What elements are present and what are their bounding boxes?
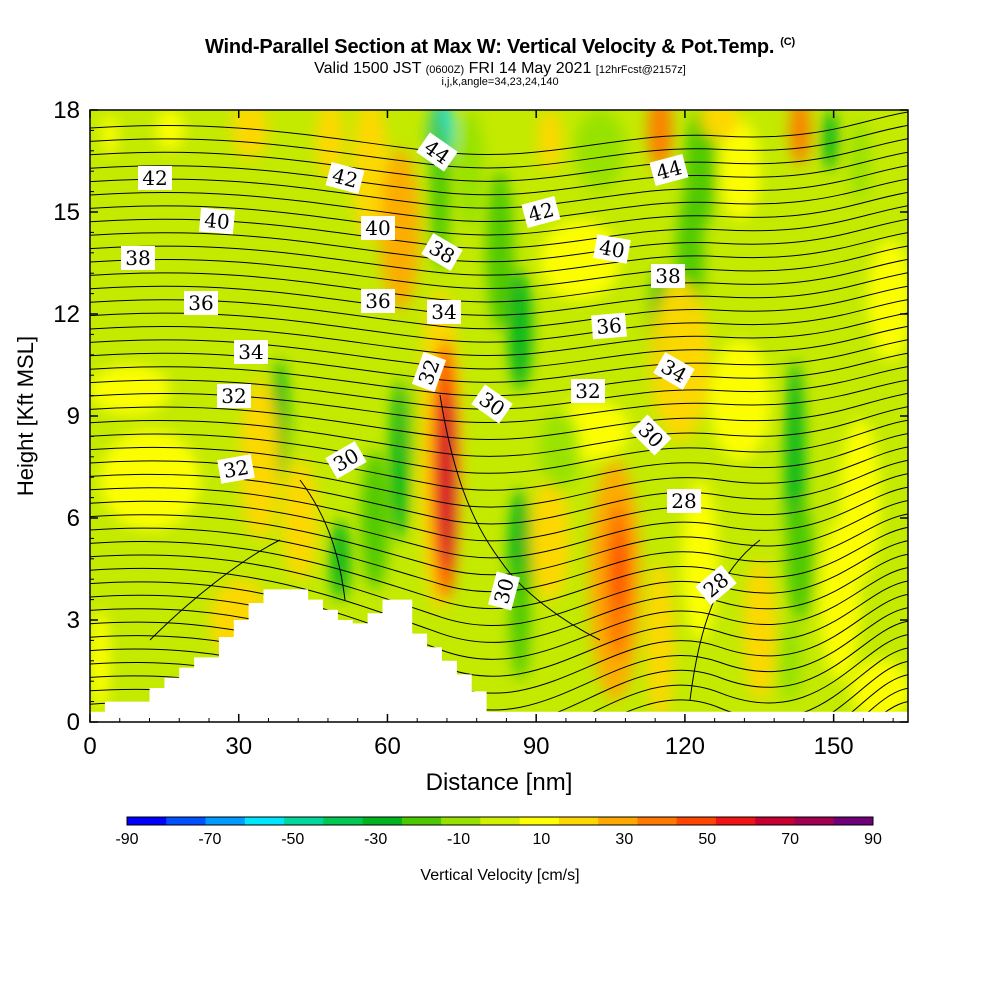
svg-text:40: 40 xyxy=(597,235,626,263)
y-tick-label: 12 xyxy=(53,301,80,328)
x-tick-label: 30 xyxy=(225,733,252,760)
contour-label: 42 xyxy=(138,166,172,190)
x-tick-label: 60 xyxy=(374,733,401,760)
y-tick-label: 15 xyxy=(53,199,80,226)
svg-text:32: 32 xyxy=(221,455,250,483)
colorbar-swatch xyxy=(441,817,481,825)
y-axis-label: Height [Kft MSL] xyxy=(13,336,38,496)
colorbar-swatch xyxy=(401,817,442,825)
x-tick-label: 90 xyxy=(523,733,550,760)
contour-label: 40 xyxy=(199,207,235,235)
contour-label: 38 xyxy=(121,246,155,270)
colorbar-tick-label: 10 xyxy=(533,831,551,848)
x-tick-label: 0 xyxy=(83,733,96,760)
y-tick-label: 3 xyxy=(67,607,80,634)
x-tick-label: 150 xyxy=(814,733,854,760)
svg-text:38: 38 xyxy=(125,246,150,270)
colorbar-swatch xyxy=(205,817,246,825)
y-tick-label: 18 xyxy=(53,97,80,124)
y-tick-label: 0 xyxy=(67,709,80,736)
colorbar-swatch xyxy=(598,817,638,825)
svg-text:32: 32 xyxy=(575,379,600,403)
colorbar-swatch xyxy=(362,817,403,825)
contour-label: 34 xyxy=(234,340,268,364)
x-axis-label: Distance [nm] xyxy=(426,769,573,796)
colorbar-swatch xyxy=(166,817,206,825)
contour-label: 34 xyxy=(427,300,461,324)
colorbar-label: Vertical Velocity [cm/s] xyxy=(420,867,579,884)
contour-label: 38 xyxy=(651,264,685,288)
svg-text:28: 28 xyxy=(671,489,696,513)
colorbar-swatch xyxy=(519,817,560,825)
colorbar-tick-label: -30 xyxy=(364,831,387,848)
terrain xyxy=(90,589,908,722)
chart-title: Wind-Parallel Section at Max W: Vertical… xyxy=(205,36,795,58)
colorbar-tick-label: 30 xyxy=(615,831,633,848)
contour-label: 30 xyxy=(488,571,520,611)
colorbar-swatch xyxy=(715,817,756,825)
colorbar-swatch xyxy=(833,817,874,825)
y-tick-label: 9 xyxy=(67,403,80,430)
colorbar-swatch xyxy=(480,817,521,825)
colorbar-tick-label: -10 xyxy=(447,831,470,848)
colorbar-tick-label: 70 xyxy=(781,831,799,848)
svg-text:34: 34 xyxy=(431,300,456,324)
contour-label: 32 xyxy=(217,454,255,484)
contour-label: 36 xyxy=(591,312,627,340)
svg-text:40: 40 xyxy=(203,208,230,234)
colorbar-tick-label: 90 xyxy=(864,831,882,848)
y-tick-label: 6 xyxy=(67,505,80,532)
svg-text:36: 36 xyxy=(595,313,622,339)
contour-label: 42 xyxy=(521,196,561,228)
colorbar-tick-label: 50 xyxy=(698,831,716,848)
svg-text:36: 36 xyxy=(188,291,213,315)
colorbar-swatch xyxy=(127,817,167,825)
colorbar-swatch xyxy=(676,817,717,825)
x-tick-label: 120 xyxy=(665,733,705,760)
colorbar-swatch xyxy=(284,817,324,825)
colorbar-swatch xyxy=(637,817,678,825)
colorbar-tick-label: -50 xyxy=(281,831,304,848)
svg-text:40: 40 xyxy=(365,216,390,240)
colorbar-tick-label: -90 xyxy=(115,831,138,848)
colorbar: -90 -70 -50 -30 -10 10 30 50 70 90 Vertical Veloci… xyxy=(115,816,882,884)
colorbar-swatch xyxy=(755,817,795,825)
chart-indices: i,j,k,angle=34,23,24,140 xyxy=(441,76,559,88)
svg-text:42: 42 xyxy=(142,166,167,190)
contour-label: 40 xyxy=(593,234,631,264)
contour-label: 36 xyxy=(361,289,395,313)
svg-text:32: 32 xyxy=(221,384,246,408)
colorbar-tick-label: -70 xyxy=(198,831,221,848)
contour-label: 40 xyxy=(361,216,395,240)
contour-label: 36 xyxy=(184,291,218,315)
svg-text:38: 38 xyxy=(655,264,680,288)
chart-subtitle: Valid 1500 JST (0600Z) FRI 14 May 2021 [… xyxy=(314,60,686,77)
contour-label: 32 xyxy=(217,384,251,408)
contour-label: 32 xyxy=(571,379,605,403)
colorbar-swatch xyxy=(794,817,835,825)
colorbar-swatch xyxy=(244,817,285,825)
colorbar-swatch xyxy=(558,817,599,825)
svg-text:34: 34 xyxy=(238,340,263,364)
colorbar-swatch xyxy=(323,817,363,825)
contour-label: 28 xyxy=(667,489,701,513)
svg-text:36: 36 xyxy=(365,289,390,313)
